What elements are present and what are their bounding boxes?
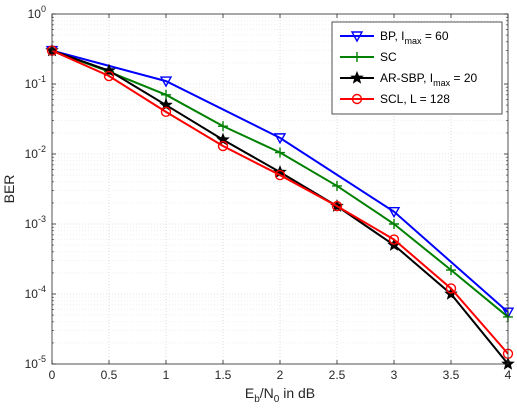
data-point <box>388 234 400 245</box>
legend-entry: SC <box>340 50 397 64</box>
x-tick-label: 0 <box>49 368 56 382</box>
data-point <box>159 76 173 88</box>
series-line <box>51 49 509 313</box>
data-point <box>217 140 229 152</box>
legend-marker <box>350 70 364 84</box>
data-point <box>102 63 116 77</box>
y-tick-label: 10-2 <box>25 144 46 161</box>
series-layer <box>45 43 515 370</box>
legend-label: SCL, L = 128 <box>380 92 450 106</box>
x-axis-ticks: 0 0.5 1 1.5 2 2.5 3 3.5 4 <box>49 14 512 382</box>
x-axis-label: Eb/N0 in dB <box>245 385 315 405</box>
legend-marker <box>351 93 363 105</box>
y-tick-label: 100 <box>28 4 46 21</box>
data-point <box>387 206 401 219</box>
data-point <box>445 283 457 294</box>
data-point <box>160 106 172 118</box>
series-line <box>51 49 509 355</box>
x-axis-label-e: E <box>245 385 254 401</box>
x-tick-label: 1.5 <box>215 368 232 382</box>
legend-entry: AR-SBP, Imax = 20 <box>340 70 478 88</box>
x-tick-label: 2.5 <box>329 368 346 382</box>
y-tick-label: 10-1 <box>25 74 46 91</box>
data-point <box>274 169 286 181</box>
legend-label: SC <box>380 50 397 64</box>
y-axis-label: BER <box>1 175 17 204</box>
y-axis-ticks: 100 10-1 10-2 10-3 10-4 10-5 <box>25 4 508 371</box>
legend: BP, Imax = 60 SC AR-SBP, Imax = 20 SCL, L =… <box>331 21 503 115</box>
data-point <box>103 70 115 82</box>
x-axis-label-slash: /N <box>260 385 274 401</box>
legend-label: BP, Imax = 60 <box>380 29 449 46</box>
data-point <box>331 200 343 212</box>
x-tick-label: 1 <box>163 368 170 382</box>
x-tick-label: 4 <box>505 368 512 382</box>
x-tick-label: 0.5 <box>101 368 118 382</box>
x-tick-label: 2 <box>277 368 284 382</box>
data-point <box>218 121 228 132</box>
data-point <box>275 147 285 158</box>
data-point <box>216 132 230 146</box>
legend-marker <box>352 52 362 62</box>
data-point <box>389 219 399 229</box>
x-axis-label-sub-b: b <box>254 394 260 405</box>
x-axis-label-sub-0: 0 <box>274 394 280 405</box>
legend-entry: SCL, L = 128 <box>340 92 450 106</box>
data-point <box>332 180 342 191</box>
data-point <box>273 133 287 145</box>
y-tick-label: 10-3 <box>25 214 46 231</box>
legend-marker <box>350 31 364 43</box>
data-point <box>446 265 456 276</box>
legend-entry: BP, Imax = 60 <box>340 29 449 46</box>
x-tick-label: 3.5 <box>443 368 460 382</box>
x-tick-label: 3 <box>391 368 398 382</box>
y-tick-label: 10-4 <box>25 284 46 301</box>
x-axis-label-rest: in dB <box>279 385 315 401</box>
y-tick-label: 10-5 <box>25 354 46 371</box>
legend-label: AR-SBP, Imax = 20 <box>380 71 478 88</box>
